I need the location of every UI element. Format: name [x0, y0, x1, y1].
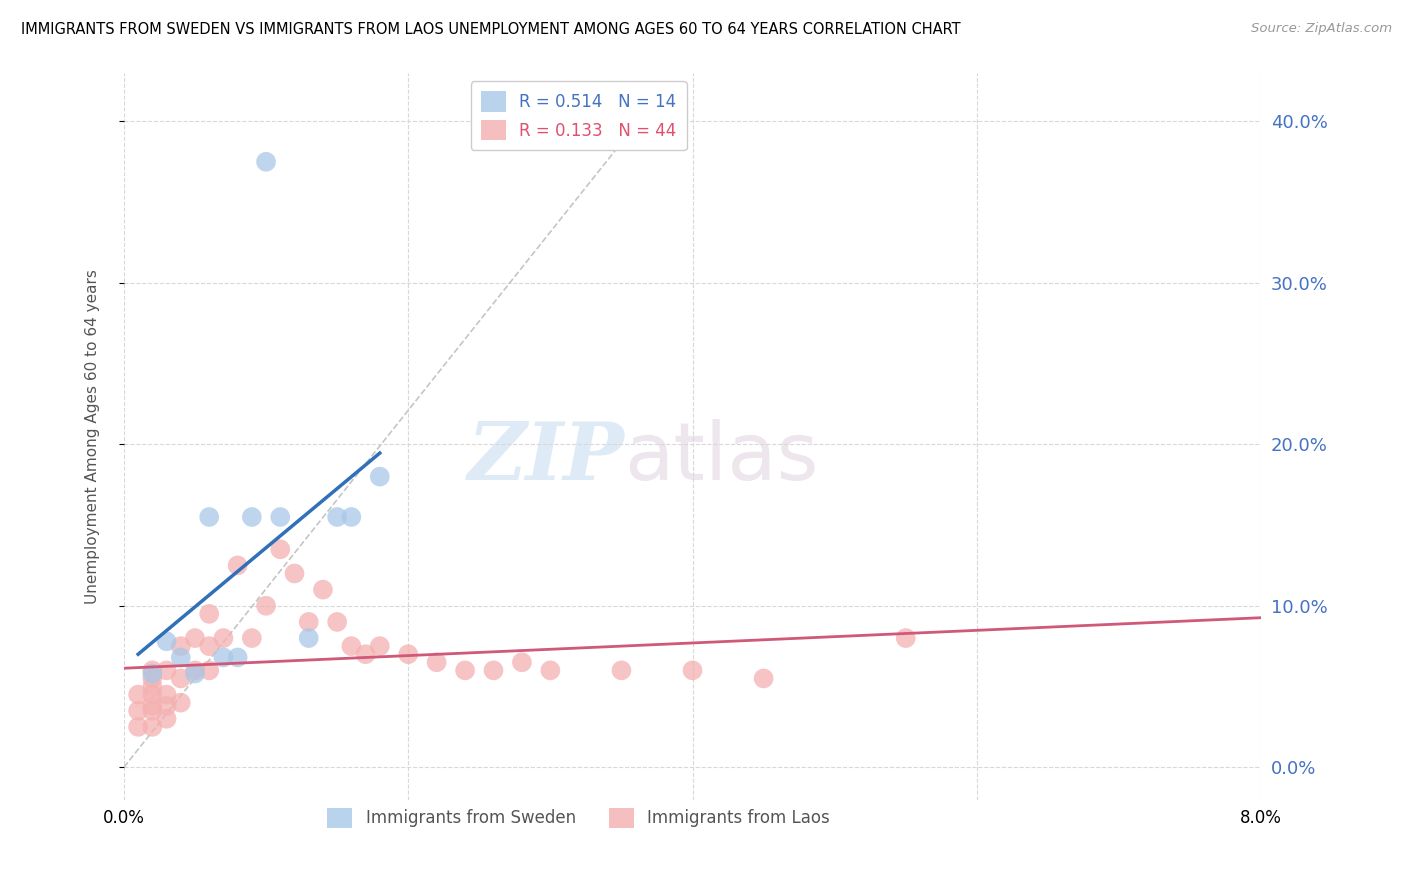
Point — [354, 647, 377, 661]
Point — [298, 615, 321, 629]
Point — [170, 672, 193, 686]
Point — [184, 664, 207, 678]
Point — [184, 631, 207, 645]
Point — [226, 650, 249, 665]
Point — [368, 639, 391, 653]
Point — [141, 688, 163, 702]
Point — [155, 698, 177, 713]
Point — [127, 688, 149, 702]
Point — [155, 712, 177, 726]
Point — [396, 647, 419, 661]
Point — [610, 664, 633, 678]
Point — [254, 154, 277, 169]
Point — [141, 666, 163, 681]
Point — [269, 542, 291, 557]
Point — [212, 631, 235, 645]
Point — [326, 615, 349, 629]
Point — [254, 599, 277, 613]
Point — [298, 631, 321, 645]
Point — [141, 720, 163, 734]
Point — [212, 650, 235, 665]
Y-axis label: Unemployment Among Ages 60 to 64 years: Unemployment Among Ages 60 to 64 years — [86, 268, 100, 604]
Point — [894, 631, 917, 645]
Point — [170, 696, 193, 710]
Point — [340, 639, 363, 653]
Point — [510, 655, 533, 669]
Point — [240, 631, 263, 645]
Point — [198, 510, 221, 524]
Point — [141, 698, 163, 713]
Point — [198, 639, 221, 653]
Point — [682, 664, 704, 678]
Point — [155, 688, 177, 702]
Point — [198, 607, 221, 621]
Point — [538, 664, 561, 678]
Point — [141, 672, 163, 686]
Point — [198, 664, 221, 678]
Point — [141, 664, 163, 678]
Point — [283, 566, 305, 581]
Point — [454, 664, 477, 678]
Point — [127, 720, 149, 734]
Legend: Immigrants from Sweden, Immigrants from Laos: Immigrants from Sweden, Immigrants from … — [321, 801, 837, 835]
Point — [426, 655, 449, 669]
Point — [184, 666, 207, 681]
Text: atlas: atlas — [624, 419, 818, 497]
Point — [155, 664, 177, 678]
Point — [141, 704, 163, 718]
Point — [170, 639, 193, 653]
Point — [482, 664, 505, 678]
Point — [170, 650, 193, 665]
Point — [155, 634, 177, 648]
Text: IMMIGRANTS FROM SWEDEN VS IMMIGRANTS FROM LAOS UNEMPLOYMENT AMONG AGES 60 TO 64 : IMMIGRANTS FROM SWEDEN VS IMMIGRANTS FRO… — [21, 22, 960, 37]
Point — [340, 510, 363, 524]
Text: Source: ZipAtlas.com: Source: ZipAtlas.com — [1251, 22, 1392, 36]
Text: ZIP: ZIP — [467, 419, 624, 497]
Point — [226, 558, 249, 573]
Point — [326, 510, 349, 524]
Point — [127, 704, 149, 718]
Point — [269, 510, 291, 524]
Point — [312, 582, 335, 597]
Point — [368, 469, 391, 483]
Point — [240, 510, 263, 524]
Point — [141, 680, 163, 694]
Point — [752, 672, 775, 686]
